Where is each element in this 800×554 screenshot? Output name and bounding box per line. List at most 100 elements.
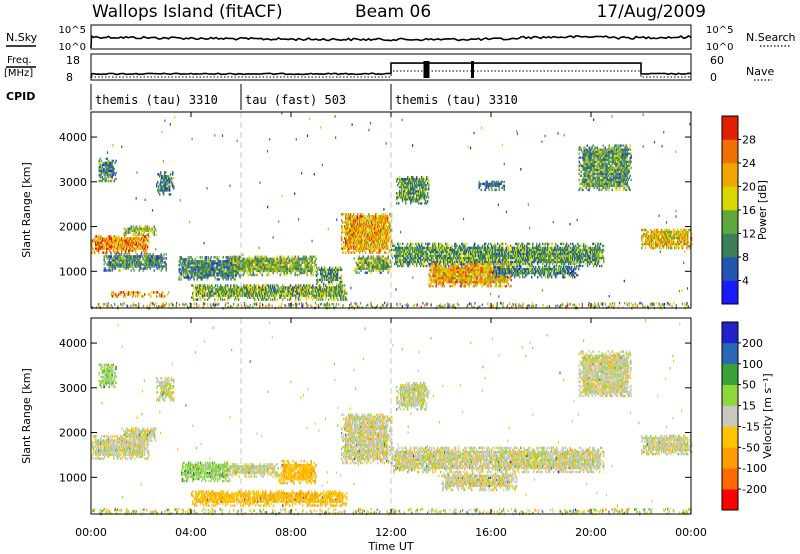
heatmap-cell [213, 292, 215, 295]
heatmap-cell [109, 263, 111, 266]
heatmap-cell [292, 257, 294, 261]
heatmap-cell [265, 265, 267, 269]
heatmap-cell [417, 260, 419, 264]
heatmap-cell [412, 190, 414, 193]
heatmap-cell [361, 221, 363, 224]
heatmap-cell [287, 290, 289, 293]
heatmap-cell [260, 269, 262, 273]
heatmap-cell [420, 196, 422, 199]
heatmap-cell [107, 257, 109, 260]
heatmap-cell [282, 265, 284, 269]
heatmap-cell [222, 264, 224, 267]
heatmap-cell [298, 261, 300, 265]
heatmap-cell [232, 272, 234, 275]
heatmap-cell [436, 248, 438, 252]
heatmap-cell [297, 288, 299, 291]
heatmap-cell [372, 259, 374, 262]
heatmap-cell [365, 271, 367, 274]
heatmap-cell [202, 284, 204, 287]
heatmap-cell [123, 241, 125, 244]
heatmap-cell [341, 239, 343, 242]
heatmap-cell [271, 294, 273, 297]
heatmap-cell [191, 266, 193, 269]
heatmap-cell [188, 264, 190, 267]
heatmap-cell [341, 290, 343, 293]
heatmap-cell [156, 259, 158, 262]
heatmap-cell [369, 251, 371, 254]
heatmap-cell [191, 274, 193, 277]
heatmap-cell [154, 261, 156, 264]
heatmap-cell [201, 294, 203, 297]
heatmap-cell [141, 247, 143, 250]
heatmap-cell [215, 284, 217, 287]
heatmap-cell [222, 268, 224, 271]
heatmap-cell [411, 248, 413, 252]
heatmap-cell [323, 286, 325, 289]
heatmap-cell [432, 246, 434, 250]
heatmap-cell [409, 186, 411, 189]
heatmap-cell [306, 257, 308, 261]
heatmap-cell [276, 294, 278, 297]
heatmap-cell [165, 265, 167, 268]
heatmap-cell [279, 292, 281, 295]
heatmap-cell [110, 235, 112, 238]
heatmap-cell [376, 227, 378, 230]
heatmap-cell [426, 184, 428, 187]
heatmap-cell [201, 278, 203, 281]
heatmap-cell [366, 229, 368, 232]
heatmap-cell [427, 200, 429, 203]
heatmap-cell [382, 237, 384, 240]
heatmap-cell [252, 259, 254, 263]
nave-trace [91, 70, 691, 78]
heatmap-cell [353, 227, 355, 230]
heatmap-cell [231, 290, 233, 293]
heatmap-cell [361, 231, 363, 234]
heatmap-cell [460, 254, 462, 258]
heatmap-cell [395, 246, 397, 250]
heatmap-cell [430, 258, 432, 262]
heatmap-cell [218, 288, 220, 291]
heatmap-cell [114, 245, 116, 248]
heatmap-cell [197, 266, 199, 269]
heatmap-cell [350, 243, 352, 246]
heatmap-cell [276, 284, 278, 287]
heatmap-cell [243, 267, 245, 271]
heatmap-cell [121, 245, 123, 248]
heatmap-cell [146, 259, 148, 262]
heatmap-cell [371, 237, 373, 240]
heatmap-cell [116, 265, 118, 268]
heatmap-cell [386, 237, 388, 240]
heatmap-cell [111, 291, 113, 294]
heatmap-cell [358, 239, 360, 242]
heatmap-cell [408, 264, 410, 268]
heatmap-cell [109, 241, 111, 244]
heatmap-cell [436, 254, 438, 258]
heatmap-cell [183, 268, 185, 271]
heatmap-cell [161, 259, 163, 262]
heatmap-cell [352, 233, 354, 236]
heatmap-cell [115, 263, 117, 266]
heatmap-cell [298, 259, 300, 263]
heatmap-cell [235, 267, 237, 271]
heatmap-cell [367, 225, 369, 228]
heatmap-cell [435, 252, 437, 256]
heatmap-cell [193, 286, 195, 289]
heatmap-cell [451, 258, 453, 262]
heatmap-cell [366, 227, 368, 230]
heatmap-cell [265, 267, 267, 271]
heatmap-cell [129, 243, 131, 246]
heatmap-cell [288, 292, 290, 295]
heatmap-cell [160, 187, 162, 190]
heatmap-cell [198, 292, 200, 295]
heatmap-cell [221, 292, 223, 295]
heatmap-cell [270, 290, 272, 293]
heatmap-cell [111, 237, 113, 240]
heatmap-cell [299, 286, 301, 289]
heatmap-cell [348, 235, 350, 238]
heatmap-cell [289, 298, 291, 301]
heatmap-cell [314, 263, 316, 267]
heatmap-cell [411, 180, 413, 183]
heatmap-cell [212, 274, 214, 277]
heatmap-cell [426, 248, 428, 252]
heatmap-cell [436, 252, 438, 256]
